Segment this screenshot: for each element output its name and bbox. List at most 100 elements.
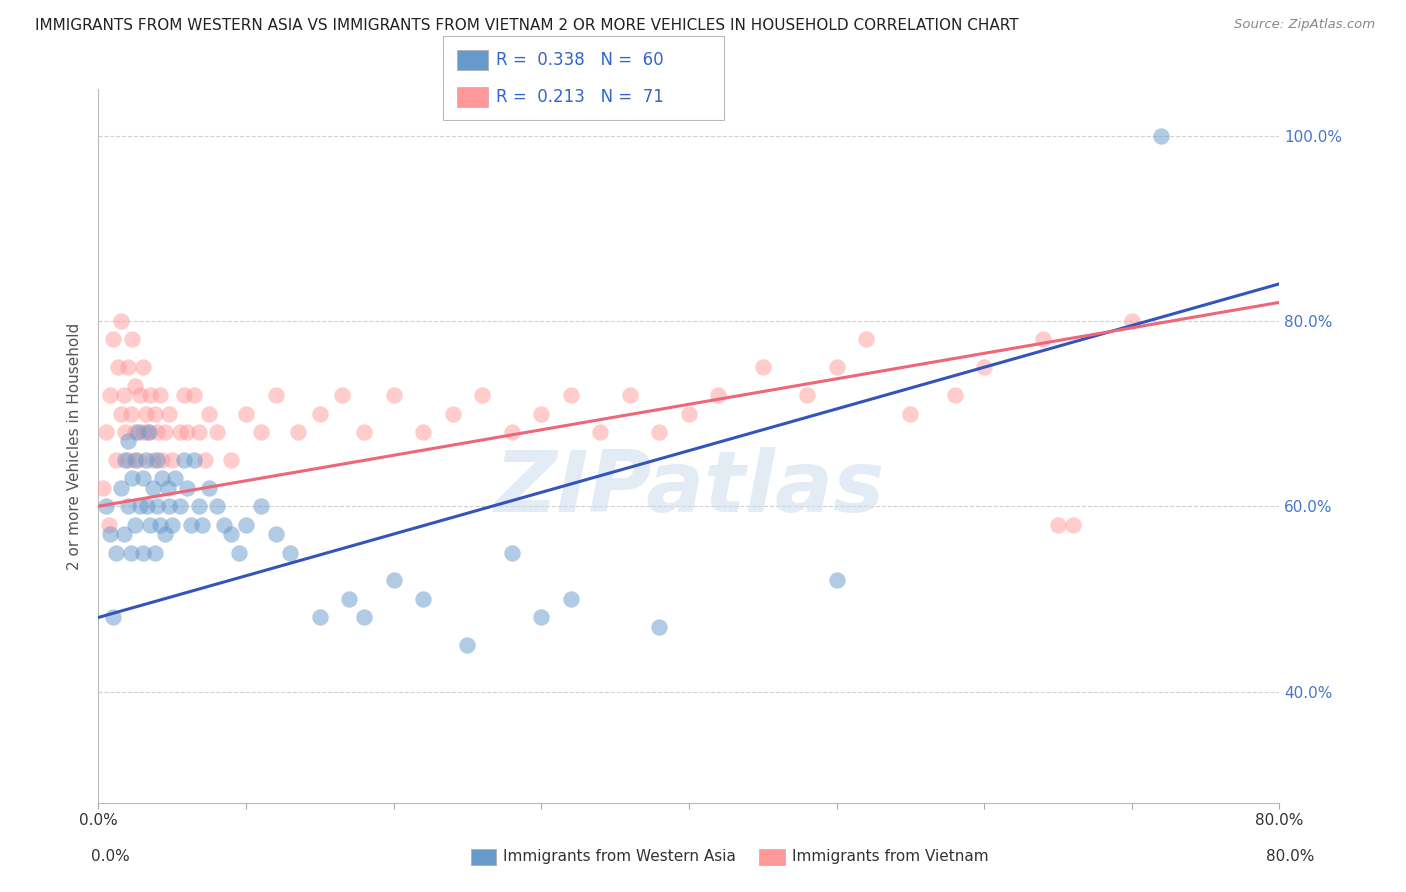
Point [103, 333, 125, 347]
Point [169, 500, 191, 514]
Point [114, 453, 136, 467]
Point [173, 388, 195, 402]
Point [132, 545, 155, 559]
Point [560, 388, 582, 402]
Point [441, 407, 464, 421]
Text: 80.0%: 80.0% [1267, 849, 1315, 863]
Point [153, 425, 176, 439]
Point [143, 545, 166, 559]
Point [165, 471, 187, 485]
Point [98, 388, 121, 402]
Point [150, 453, 173, 467]
Point [309, 407, 332, 421]
Point [187, 500, 209, 514]
Point [146, 453, 169, 467]
Point [157, 407, 180, 421]
Point [142, 453, 165, 467]
Point [162, 517, 183, 532]
Point [128, 388, 150, 402]
Text: R =  0.338   N =  60: R = 0.338 N = 60 [496, 51, 664, 69]
Point [139, 517, 162, 532]
Point [250, 425, 273, 439]
Point [136, 425, 159, 439]
Point [825, 574, 848, 588]
Point [127, 425, 149, 439]
Point [707, 388, 730, 402]
Point [353, 610, 375, 624]
Point [107, 360, 129, 375]
Point [501, 425, 523, 439]
Point [264, 527, 287, 541]
Point [1046, 517, 1069, 532]
Point [205, 500, 228, 514]
Point [339, 591, 360, 606]
Point [330, 388, 353, 402]
Text: IMMIGRANTS FROM WESTERN ASIA VS IMMIGRANTS FROM VIETNAM 2 OR MORE VEHICLES IN HO: IMMIGRANTS FROM WESTERN ASIA VS IMMIGRAN… [35, 18, 1019, 33]
Point [589, 425, 612, 439]
Point [105, 453, 128, 467]
Point [124, 378, 146, 392]
Point [91, 481, 114, 495]
Point [117, 360, 139, 375]
Text: Immigrants from Western Asia: Immigrants from Western Asia [503, 849, 737, 863]
Point [855, 333, 877, 347]
Point [648, 425, 671, 439]
Point [382, 388, 405, 402]
Point [176, 481, 198, 495]
Point [117, 500, 139, 514]
Point [412, 591, 434, 606]
Point [191, 517, 214, 532]
Point [110, 314, 132, 328]
Point [139, 388, 162, 402]
Point [162, 453, 183, 467]
Point [1121, 314, 1143, 328]
Point [796, 388, 818, 402]
Point [309, 610, 332, 624]
Point [501, 545, 523, 559]
Point [143, 407, 166, 421]
Point [112, 388, 135, 402]
Point [205, 425, 228, 439]
Point [219, 453, 242, 467]
Point [150, 471, 173, 485]
Point [183, 388, 205, 402]
Point [353, 425, 375, 439]
Text: 0.0%: 0.0% [91, 849, 131, 863]
Point [228, 545, 250, 559]
Point [176, 425, 198, 439]
Point [120, 407, 142, 421]
Text: Immigrants from Vietnam: Immigrants from Vietnam [792, 849, 988, 863]
Point [149, 517, 172, 532]
Point [751, 360, 773, 375]
Point [471, 388, 494, 402]
Point [112, 527, 135, 541]
Point [120, 545, 142, 559]
Point [530, 407, 553, 421]
Point [117, 453, 139, 467]
Point [157, 500, 180, 514]
Point [183, 453, 205, 467]
Point [103, 610, 125, 624]
Point [1032, 333, 1054, 347]
Point [127, 453, 149, 467]
Point [648, 620, 671, 634]
Point [98, 527, 121, 541]
Point [121, 471, 143, 485]
Point [105, 545, 128, 559]
Point [169, 425, 191, 439]
Point [132, 425, 155, 439]
Text: ZIPatlas: ZIPatlas [494, 447, 884, 531]
Point [180, 517, 202, 532]
Point [124, 453, 146, 467]
Point [149, 388, 172, 402]
Point [135, 453, 157, 467]
Point [156, 481, 179, 495]
Point [97, 517, 120, 532]
Point [146, 500, 169, 514]
Point [124, 517, 146, 532]
Point [142, 481, 165, 495]
Point [132, 360, 155, 375]
Point [121, 333, 143, 347]
Point [198, 407, 221, 421]
Point [114, 425, 136, 439]
